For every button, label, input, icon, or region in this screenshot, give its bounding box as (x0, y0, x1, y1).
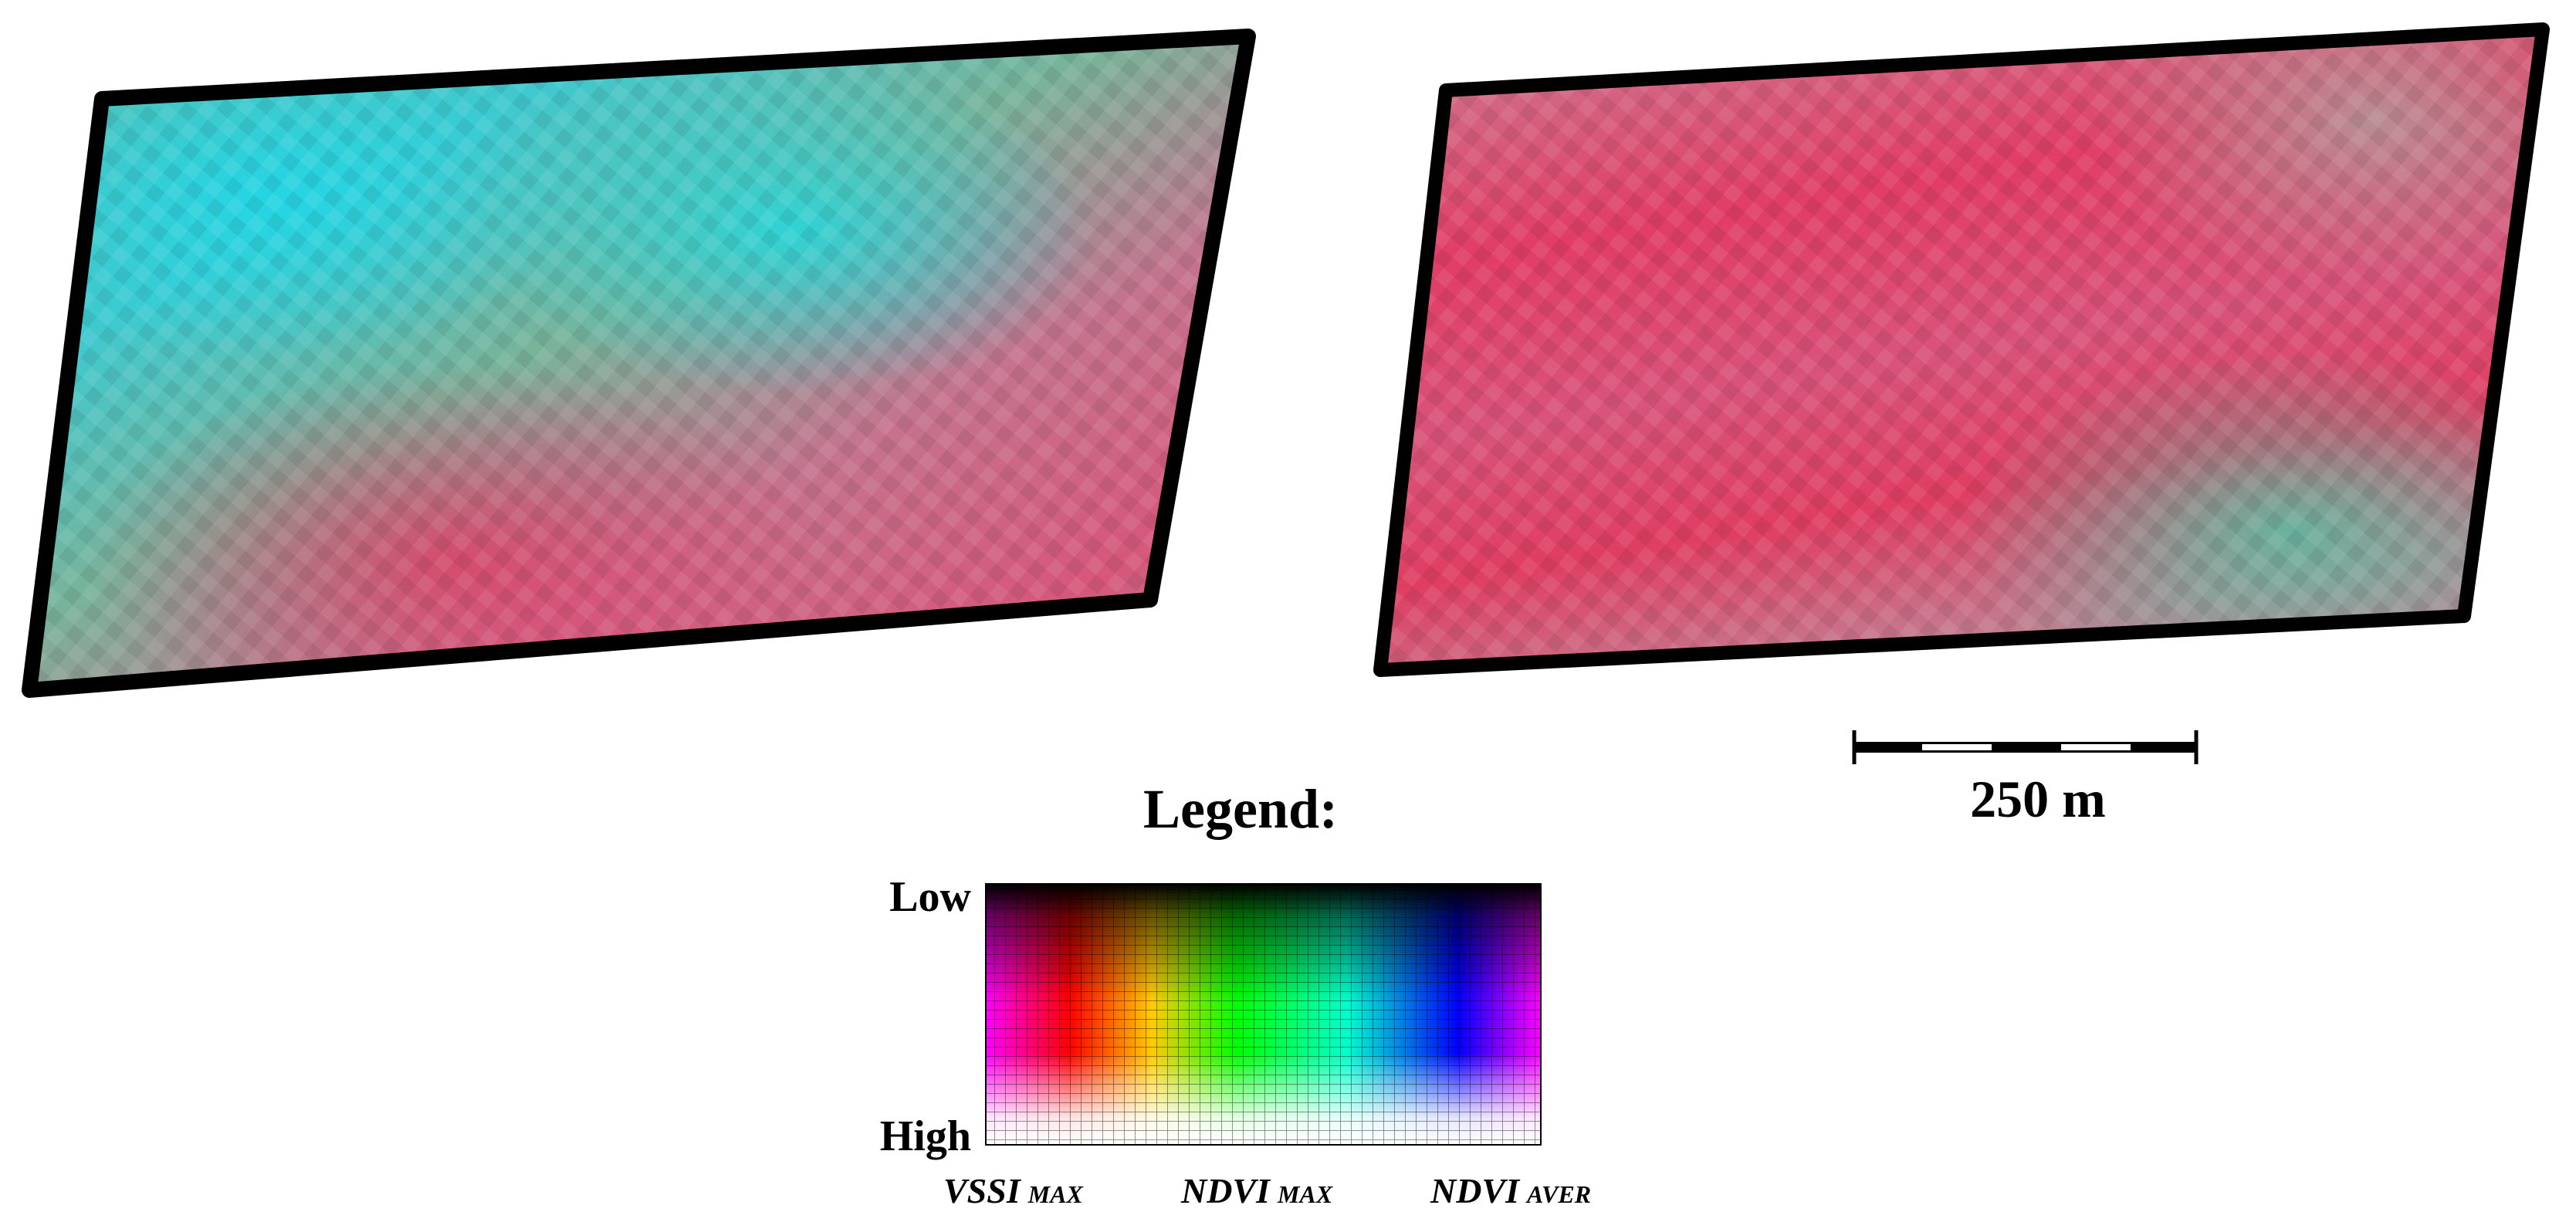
scale-bar: 250 m (1852, 730, 2199, 828)
map-texture (1380, 29, 2543, 670)
axis-name: VSSI (943, 1171, 1022, 1210)
legend-grid (986, 884, 1541, 1145)
field-boundary (1373, 22, 2550, 677)
legend-high-label: High (880, 1112, 971, 1160)
scale-bar-segment (1922, 744, 1992, 750)
legend-frame (985, 883, 1542, 1146)
scale-bar-label: 250 m (1970, 770, 2106, 828)
legend-axis-labels: VSSI MAX NDVI MAX NDVI AVER (943, 1171, 1591, 1210)
scale-bar-segment (2061, 744, 2131, 750)
axis-subscript: MAX (1027, 1180, 1084, 1208)
legend-axis-label: VSSI MAX (943, 1171, 1084, 1210)
field-map-right (1380, 29, 2543, 670)
field-map-left (29, 36, 1248, 690)
axis-name: NDVI (1180, 1171, 1271, 1210)
legend-title: Legend: (1143, 778, 1338, 840)
axis-subscript: MAX (1277, 1180, 1333, 1208)
scale-bar-bar (1853, 742, 2198, 753)
axis-subscript: AVER (1525, 1180, 1591, 1208)
legend-axis-label: NDVI AVER (1430, 1171, 1591, 1210)
map-texture (29, 36, 1248, 690)
field-boundary (22, 29, 1256, 698)
legend-low-label: Low (889, 873, 971, 921)
legend-axis-label: NDVI MAX (1180, 1171, 1333, 1210)
legend: Legend: Low High VSSI MAX NDVI MAX NDVI AVER (880, 778, 1591, 1210)
axis-name: NDVI (1430, 1171, 1521, 1210)
